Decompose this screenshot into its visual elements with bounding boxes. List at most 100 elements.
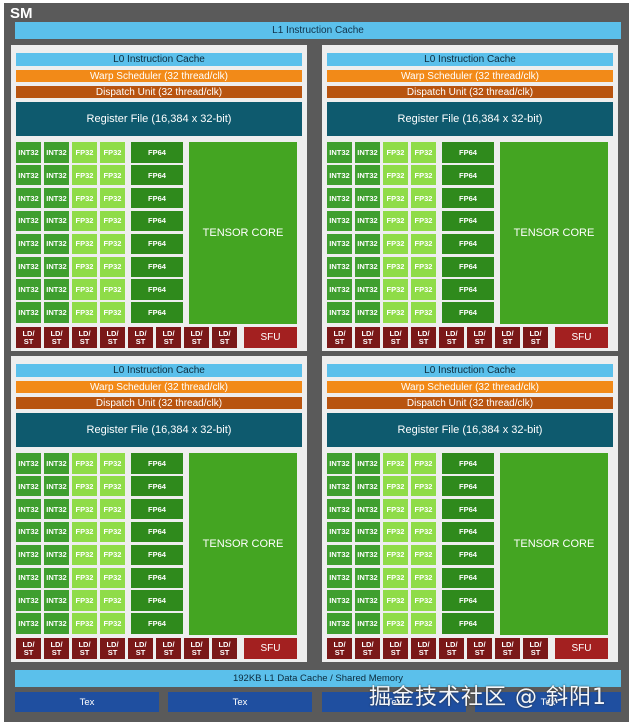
fp32-core: FP32 <box>383 567 408 588</box>
tensor-core: TENSOR CORE <box>500 142 608 324</box>
int32-core: INT32 <box>16 453 41 474</box>
int32-core: INT32 <box>327 567 352 588</box>
ld-st-unit: LD/ST <box>467 638 492 659</box>
int32-core: INT32 <box>327 544 352 566</box>
ld-st-unit: LD/ST <box>523 327 548 348</box>
ld-st-label-bottom: ST <box>135 336 146 346</box>
ld-st-unit: LD/ST <box>156 327 181 348</box>
tex-unit-3: Tex <box>322 692 466 712</box>
ld-st-label-bottom: ST <box>107 647 118 657</box>
ld-st-label-bottom: ST <box>219 336 230 346</box>
fp32-core: FP32 <box>100 256 125 277</box>
dispatch-unit: Dispatch Unit (32 thread/clk) <box>327 397 613 409</box>
ld-st-label-bottom: ST <box>502 647 513 657</box>
fp64-core: FP64 <box>442 498 494 520</box>
int32-core: INT32 <box>327 521 352 543</box>
int32-core: INT32 <box>44 590 69 611</box>
dispatch-unit: Dispatch Unit (32 thread/clk) <box>16 86 302 98</box>
ld-st-label-top: LD/ <box>190 328 203 338</box>
int32-core: INT32 <box>44 613 69 634</box>
int32-core: INT32 <box>355 233 380 255</box>
fp64-core: FP64 <box>442 279 494 300</box>
fp32-core: FP32 <box>411 567 436 588</box>
dispatch-unit: Dispatch Unit (32 thread/clk) <box>327 86 613 98</box>
ld-st-unit: LD/ST <box>212 327 237 348</box>
l1-instruction-cache: L1 Instruction Cache <box>15 22 621 39</box>
fp64-core: FP64 <box>442 233 494 255</box>
ld-st-unit: LD/ST <box>411 327 436 348</box>
int32-core: INT32 <box>44 544 69 566</box>
int32-core: INT32 <box>44 279 69 300</box>
ld-st-label-top: LD/ <box>501 639 514 649</box>
ld-st-unit: LD/ST <box>439 638 464 659</box>
fp64-core: FP64 <box>442 567 494 588</box>
register-file: Register File (16,384 x 32-bit) <box>327 413 613 447</box>
ld-st-label-top: LD/ <box>162 328 175 338</box>
warp-scheduler: Warp Scheduler (32 thread/clk) <box>327 381 613 393</box>
sfu-unit: SFU <box>244 638 297 659</box>
fp32-core: FP32 <box>411 233 436 255</box>
fp32-core: FP32 <box>72 142 97 163</box>
int32-core: INT32 <box>355 613 380 634</box>
ld-st-label-top: LD/ <box>417 639 430 649</box>
int32-core: INT32 <box>44 475 69 497</box>
ld-st-label-top: LD/ <box>162 639 175 649</box>
fp64-core: FP64 <box>131 613 183 634</box>
fp64-core: FP64 <box>442 475 494 497</box>
fp32-core: FP32 <box>411 475 436 497</box>
ld-st-label-bottom: ST <box>446 647 457 657</box>
fp32-core: FP32 <box>100 544 125 566</box>
ld-st-label-bottom: ST <box>79 336 90 346</box>
fp32-core: FP32 <box>72 210 97 232</box>
fp32-core: FP32 <box>411 453 436 474</box>
ld-st-unit: LD/ST <box>327 638 352 659</box>
fp64-core: FP64 <box>442 590 494 611</box>
int32-core: INT32 <box>327 613 352 634</box>
fp64-core: FP64 <box>442 256 494 277</box>
ld-st-label-bottom: ST <box>334 336 345 346</box>
ld-st-label-bottom: ST <box>191 647 202 657</box>
ld-st-label-top: LD/ <box>106 328 119 338</box>
ld-st-label-bottom: ST <box>418 647 429 657</box>
fp32-core: FP32 <box>383 279 408 300</box>
ld-st-label-bottom: ST <box>79 647 90 657</box>
fp32-core: FP32 <box>100 453 125 474</box>
ld-st-label-top: LD/ <box>361 328 374 338</box>
dispatch-unit: Dispatch Unit (32 thread/clk) <box>16 397 302 409</box>
fp64-core: FP64 <box>131 279 183 300</box>
int32-core: INT32 <box>16 544 41 566</box>
ld-st-unit: LD/ST <box>467 327 492 348</box>
ld-st-label-top: LD/ <box>78 639 91 649</box>
int32-core: INT32 <box>355 256 380 277</box>
int32-core: INT32 <box>16 210 41 232</box>
fp32-core: FP32 <box>383 256 408 277</box>
int32-core: INT32 <box>16 567 41 588</box>
ld-st-unit: LD/ST <box>327 327 352 348</box>
int32-core: INT32 <box>355 164 380 186</box>
fp32-core: FP32 <box>72 613 97 634</box>
ld-st-label-bottom: ST <box>23 336 34 346</box>
fp64-core: FP64 <box>131 544 183 566</box>
fp64-core: FP64 <box>442 453 494 474</box>
ld-st-label-top: LD/ <box>501 328 514 338</box>
fp32-core: FP32 <box>100 302 125 323</box>
quadrant-4: L0 Instruction Cache Warp Scheduler (32 t… <box>322 356 618 662</box>
ld-st-label-bottom: ST <box>446 336 457 346</box>
int32-core: INT32 <box>16 613 41 634</box>
ld-st-label-top: LD/ <box>134 639 147 649</box>
ld-st-unit: LD/ST <box>411 638 436 659</box>
l0-instruction-cache: L0 Instruction Cache <box>327 364 613 377</box>
sm-block: SM L1 Instruction Cache L0 Instruction C… <box>4 3 629 722</box>
ld-st-label-top: LD/ <box>190 639 203 649</box>
ld-st-label-bottom: ST <box>502 336 513 346</box>
int32-core: INT32 <box>44 142 69 163</box>
ld-st-label-bottom: ST <box>362 647 373 657</box>
fp32-core: FP32 <box>411 590 436 611</box>
quadrant-3: L0 Instruction Cache Warp Scheduler (32 t… <box>11 356 307 662</box>
ld-st-label-top: LD/ <box>333 639 346 649</box>
ld-st-unit: LD/ST <box>72 327 97 348</box>
fp32-core: FP32 <box>411 142 436 163</box>
int32-core: INT32 <box>355 567 380 588</box>
fp32-core: FP32 <box>411 521 436 543</box>
fp64-core: FP64 <box>131 590 183 611</box>
